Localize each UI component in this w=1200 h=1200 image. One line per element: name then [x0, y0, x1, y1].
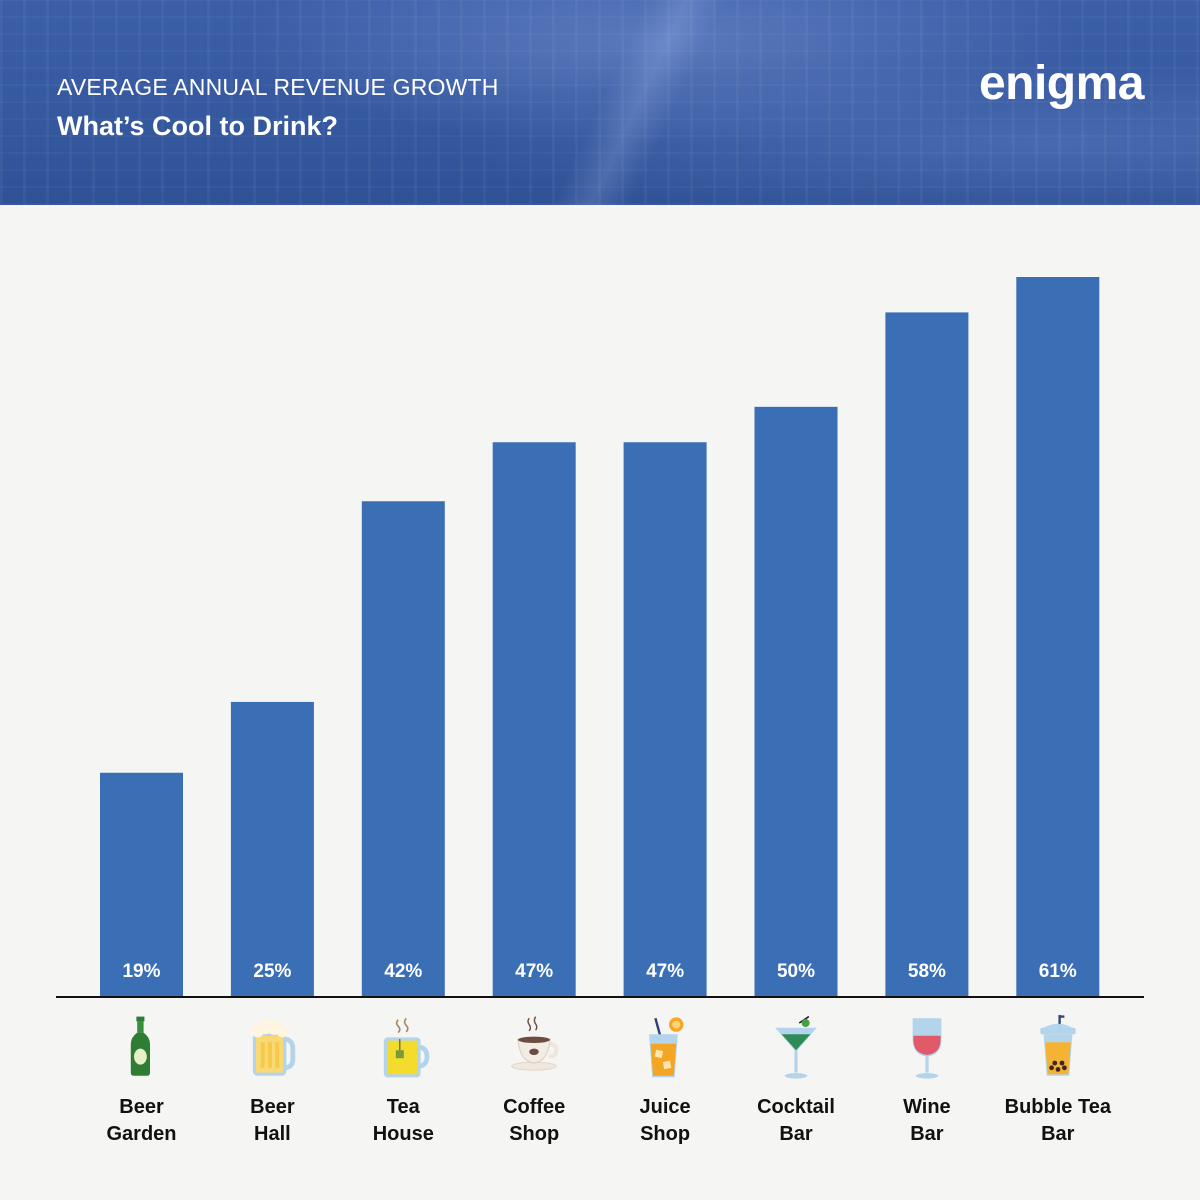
bar-value-label-6: 58% [908, 961, 946, 982]
beer-mug-icon [240, 1015, 304, 1084]
header-banner: AVERAGE ANNUAL REVENUE GROWTH What’s Coo… [0, 0, 1200, 205]
bar-value-label-2: 42% [384, 961, 422, 982]
juice-glass-icon [633, 1015, 697, 1084]
bar-4 [623, 442, 707, 997]
category-label-3: Coffee Shop [459, 1094, 609, 1148]
bubble-tea-icon [1026, 1015, 1090, 1084]
wine-glass-icon [895, 1015, 959, 1084]
chart-title: What’s Cool to Drink? [57, 111, 338, 141]
tea-cup-icon [371, 1015, 435, 1084]
category-label-7: Bubble Tea Bar [983, 1094, 1133, 1148]
enigma-logo: enigma [978, 57, 1145, 110]
beer-bottle-icon [110, 1015, 174, 1084]
category-label-line: Hall [254, 1123, 291, 1145]
bar-7 [1016, 277, 1100, 997]
bar-1 [230, 701, 314, 997]
category-label-line: Bar [779, 1123, 813, 1145]
bar-0 [100, 772, 183, 997]
category-label-line: Bar [910, 1123, 944, 1145]
bar-value-label-3: 47% [515, 961, 553, 982]
category-label-5: Cocktail Bar [721, 1094, 871, 1148]
category-label-line: Shop [640, 1123, 691, 1145]
category-label-line: Cocktail [757, 1096, 835, 1118]
chart-subtitle: AVERAGE ANNUAL REVENUE GROWTH [57, 74, 499, 100]
category-label-line: Beer [250, 1096, 295, 1118]
bar-value-label-1: 25% [253, 961, 291, 982]
category-label-0: Beer Garden [67, 1094, 217, 1148]
banner-background-image [0, 0, 1200, 205]
bar-value-label-0: 19% [122, 961, 160, 982]
category-label-line: Bar [1041, 1123, 1075, 1145]
category-label-line: Beer [119, 1096, 164, 1118]
bar-value-label-5: 50% [777, 961, 815, 982]
category-label-1: Beer Hall [197, 1094, 347, 1148]
category-label-2: Tea House [328, 1094, 478, 1148]
bar-5 [754, 406, 838, 997]
category-label-line: Wine [903, 1096, 951, 1118]
bar-6 [885, 312, 969, 997]
category-label-6: Wine Bar [852, 1094, 1002, 1148]
category-label-line: Garden [106, 1123, 177, 1145]
category-label-line: Tea [386, 1096, 420, 1118]
category-label-line: House [372, 1123, 434, 1145]
category-label-line: Shop [509, 1123, 560, 1145]
bar-3 [492, 442, 576, 997]
category-label-line: Juice [639, 1096, 691, 1118]
category-label-line: Coffee [503, 1096, 566, 1118]
coffee-cup-icon [502, 1015, 566, 1084]
category-label-4: Juice Shop [590, 1094, 740, 1148]
bar-2 [361, 501, 445, 997]
bar-value-label-4: 47% [646, 961, 684, 982]
bar-chart: 19% 25% 42% 47% 47% 50% 58% 61% [56, 277, 1144, 998]
cocktail-glass-icon [764, 1015, 828, 1084]
category-label-line: Bubble Tea [1004, 1096, 1111, 1118]
bar-value-label-7: 61% [1039, 961, 1077, 982]
